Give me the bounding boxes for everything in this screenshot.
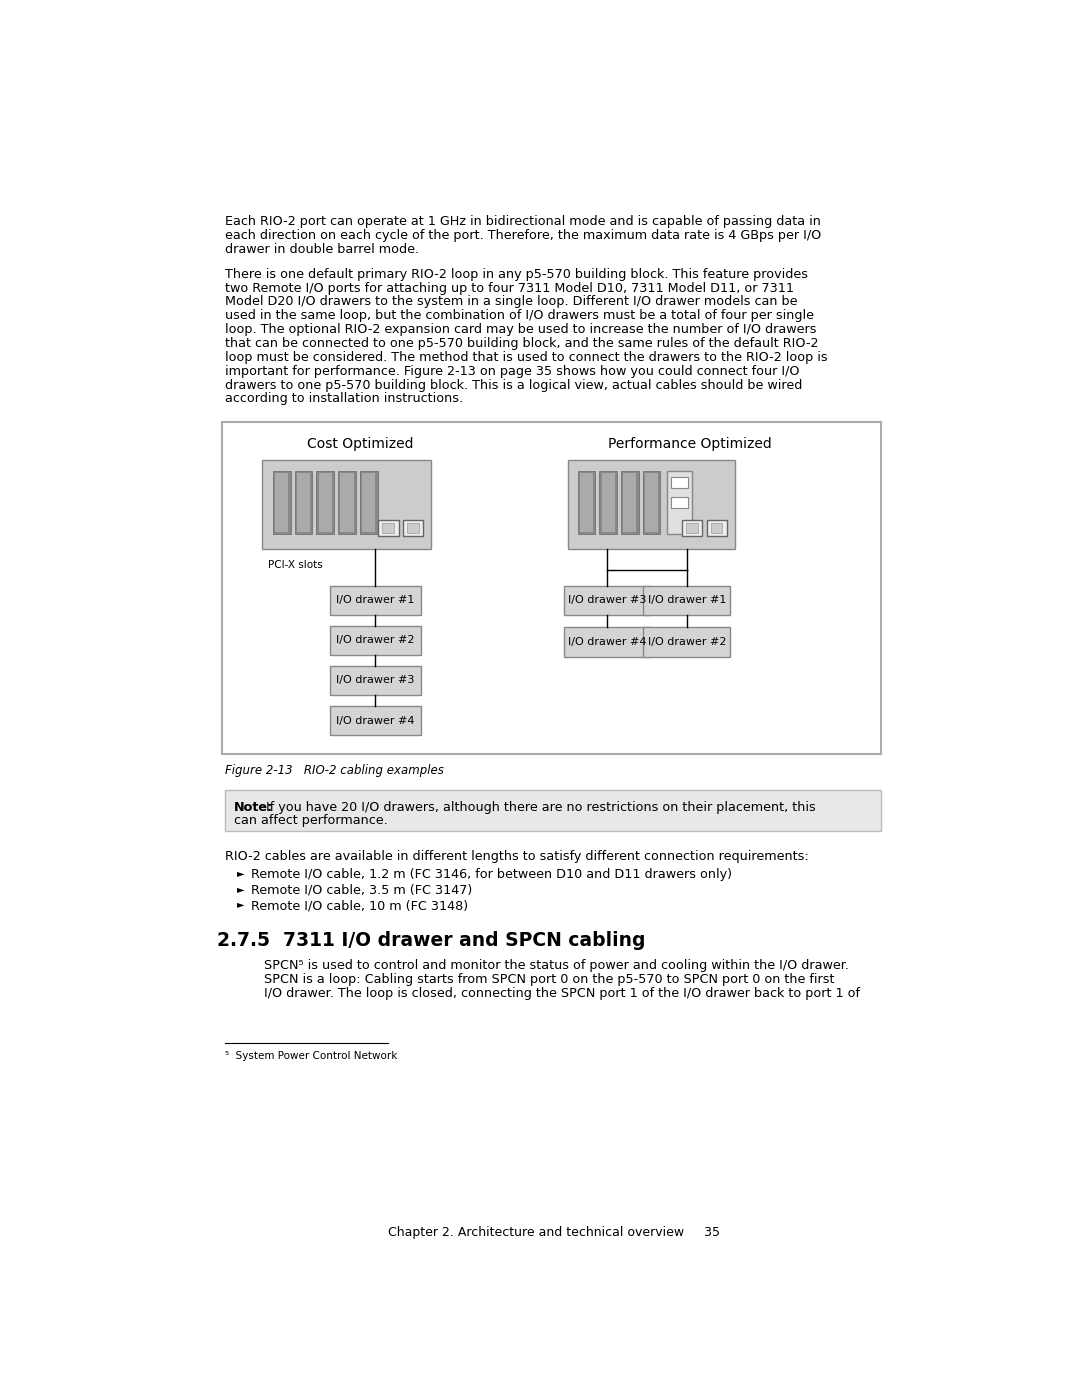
Text: SPCN⁵ is used to control and monitor the status of power and cooling within the : SPCN⁵ is used to control and monitor the… xyxy=(264,960,849,972)
Bar xyxy=(707,520,727,536)
Bar xyxy=(599,471,617,534)
Text: drawers to one p5-570 building block. This is a logical view, actual cables shou: drawers to one p5-570 building block. Th… xyxy=(225,379,802,391)
Bar xyxy=(329,585,421,615)
Bar xyxy=(275,474,288,532)
Bar xyxy=(643,471,661,534)
Bar xyxy=(319,474,332,532)
Text: drawer in double barrel mode.: drawer in double barrel mode. xyxy=(225,243,419,256)
Text: I/O drawer #1: I/O drawer #1 xyxy=(648,595,726,605)
Bar xyxy=(686,522,698,532)
Text: PCI-X slots: PCI-X slots xyxy=(268,560,323,570)
Bar xyxy=(711,522,723,532)
Text: I/O drawer #1: I/O drawer #1 xyxy=(336,595,415,605)
Text: loop. The optional RIO-2 expansion card may be used to increase the number of I/: loop. The optional RIO-2 expansion card … xyxy=(225,323,816,337)
Text: RIO-2 cables are available in different lengths to satisfy different connection : RIO-2 cables are available in different … xyxy=(225,849,809,863)
Text: important for performance. Figure 2-13 on page 35 shows how you could connect fo: important for performance. Figure 2-13 o… xyxy=(225,365,799,377)
Text: I/O drawer #4: I/O drawer #4 xyxy=(568,637,646,647)
Bar xyxy=(407,522,419,532)
Text: ►: ► xyxy=(238,884,245,894)
Text: can affect performance.: can affect performance. xyxy=(234,814,388,827)
Bar xyxy=(645,474,658,532)
Bar xyxy=(329,666,421,696)
Bar xyxy=(564,627,650,657)
Bar xyxy=(295,471,312,534)
Text: If you have 20 I/O drawers, although there are no restrictions on their placemen: If you have 20 I/O drawers, although the… xyxy=(262,800,815,813)
Bar xyxy=(568,460,734,549)
Text: Remote I/O cable, 3.5 m (FC 3147): Remote I/O cable, 3.5 m (FC 3147) xyxy=(252,884,473,897)
Text: used in the same loop, but the combination of I/O drawers must be a total of fou: used in the same loop, but the combinati… xyxy=(225,309,814,323)
Text: ⁵  System Power Control Network: ⁵ System Power Control Network xyxy=(225,1051,397,1060)
Text: I/O drawer. The loop is closed, connecting the SPCN port 1 of the I/O drawer bac: I/O drawer. The loop is closed, connecti… xyxy=(264,986,860,1000)
Bar xyxy=(329,705,421,735)
Bar xyxy=(578,471,595,534)
Text: I/O drawer #2: I/O drawer #2 xyxy=(336,636,415,645)
Bar xyxy=(564,585,650,615)
Bar xyxy=(644,627,730,657)
Bar xyxy=(262,460,431,549)
Text: each direction on each cycle of the port. Therefore, the maximum data rate is 4 : each direction on each cycle of the port… xyxy=(225,229,821,242)
Bar xyxy=(221,422,880,754)
Bar xyxy=(667,471,692,534)
Text: Model D20 I/O drawers to the system in a single loop. Different I/O drawer model: Model D20 I/O drawers to the system in a… xyxy=(225,295,797,309)
Bar xyxy=(623,474,636,532)
Text: I/O drawer #3: I/O drawer #3 xyxy=(336,676,415,686)
Bar xyxy=(360,471,378,534)
Bar xyxy=(362,474,375,532)
Bar xyxy=(672,478,688,488)
Text: according to installation instructions.: according to installation instructions. xyxy=(225,393,463,405)
Text: Performance Optimized: Performance Optimized xyxy=(608,437,771,451)
Bar xyxy=(273,471,291,534)
Text: Cost Optimized: Cost Optimized xyxy=(307,437,414,451)
Text: Note:: Note: xyxy=(234,800,273,813)
Bar xyxy=(403,520,423,536)
Text: There is one default primary RIO-2 loop in any p5-570 building block. This featu: There is one default primary RIO-2 loop … xyxy=(225,268,808,281)
Text: ►: ► xyxy=(238,900,245,909)
Text: Chapter 2. Architecture and technical overview     35: Chapter 2. Architecture and technical ov… xyxy=(388,1227,719,1239)
Text: 2.7.5  7311 I/O drawer and SPCN cabling: 2.7.5 7311 I/O drawer and SPCN cabling xyxy=(217,932,646,950)
Text: Remote I/O cable, 10 m (FC 3148): Remote I/O cable, 10 m (FC 3148) xyxy=(252,900,469,912)
Text: that can be connected to one p5-570 building block, and the same rules of the de: that can be connected to one p5-570 buil… xyxy=(225,337,819,351)
Bar xyxy=(644,585,730,615)
Text: loop must be considered. The method that is used to connect the drawers to the R: loop must be considered. The method that… xyxy=(225,351,827,363)
Text: I/O drawer #2: I/O drawer #2 xyxy=(648,637,726,647)
Bar xyxy=(672,497,688,509)
Bar xyxy=(683,520,702,536)
Bar xyxy=(621,471,638,534)
Text: two Remote I/O ports for attaching up to four 7311 Model D10, 7311 Model D11, or: two Remote I/O ports for attaching up to… xyxy=(225,282,794,295)
Bar xyxy=(338,471,356,534)
Text: Remote I/O cable, 1.2 m (FC 3146, for between D10 and D11 drawers only): Remote I/O cable, 1.2 m (FC 3146, for be… xyxy=(252,869,732,882)
Bar xyxy=(225,789,880,831)
Bar xyxy=(340,474,353,532)
Bar xyxy=(602,474,615,532)
Text: I/O drawer #4: I/O drawer #4 xyxy=(336,715,415,725)
Bar xyxy=(297,474,310,532)
Bar xyxy=(382,522,394,532)
Text: SPCN is a loop: Cabling starts from SPCN port 0 on the p5-570 to SPCN port 0 on : SPCN is a loop: Cabling starts from SPCN… xyxy=(264,974,834,986)
Text: I/O drawer #3: I/O drawer #3 xyxy=(568,595,646,605)
Text: Figure 2-13   RIO-2 cabling examples: Figure 2-13 RIO-2 cabling examples xyxy=(225,764,444,777)
Text: ►: ► xyxy=(238,869,245,879)
Bar xyxy=(329,626,421,655)
Bar xyxy=(580,474,593,532)
Text: Each RIO-2 port can operate at 1 GHz in bidirectional mode and is capable of pas: Each RIO-2 port can operate at 1 GHz in … xyxy=(225,215,821,228)
Bar xyxy=(316,471,334,534)
Bar xyxy=(378,520,399,536)
